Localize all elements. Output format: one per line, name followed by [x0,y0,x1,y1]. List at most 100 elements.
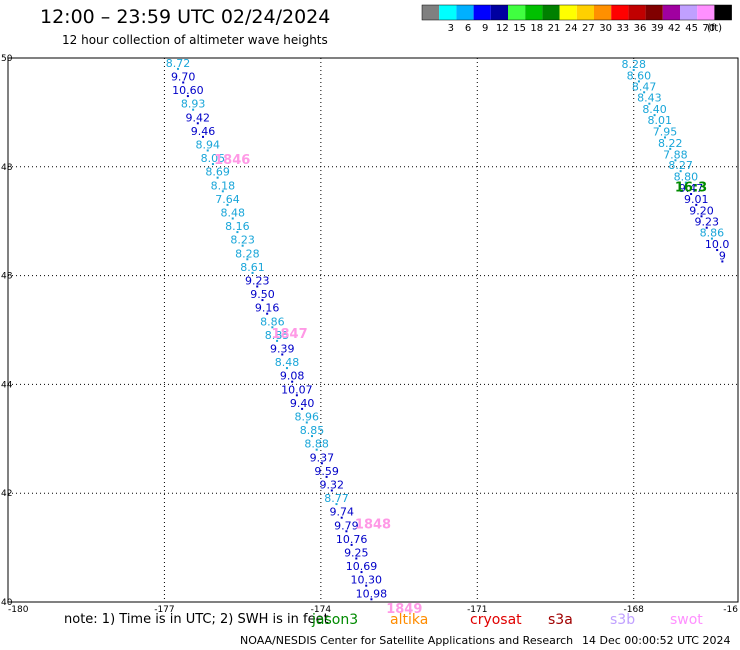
wave-height-label: 8.28 [235,247,260,260]
track-point [310,435,313,438]
wave-height-label: 8.47 [632,80,657,93]
track-point [710,237,713,240]
lon-tick-label: -174 [311,605,332,615]
track-point [196,122,199,125]
wave-height-label: 8.96 [295,410,320,423]
track-point [690,193,693,195]
color-legend: 3 6 9 12 15 18 21 24 27 30 33 36 39 42 45 70(ft) [421,4,732,34]
track-point [246,258,249,261]
track-point [295,394,298,397]
lat-tick-label: 44 [1,380,13,390]
wave-height-label: 9.39 [270,342,295,355]
track-point [370,598,373,601]
track-point [176,67,179,70]
track-point [669,147,672,150]
wave-height-label: 9.16 [255,302,280,315]
wave-height-label: 8.40 [642,103,667,116]
lon-tick-label: -171 [467,605,487,615]
wave-height-label: 8.93 [181,98,206,111]
wave-height-label: 9.23 [245,274,270,287]
track-point [291,380,294,383]
legend-swatch [714,5,732,20]
track-point [281,353,284,356]
track-point [182,81,185,84]
wave-height-label: 10.76 [336,533,368,546]
wave-height-label: 8.61 [240,261,265,274]
track-point [202,135,205,138]
legend-label: 70 [702,23,715,34]
legend-label: 24 [565,23,578,34]
legend-swatch [439,5,457,20]
page-subtitle: 12 hour collection of altimeter wave hei… [62,33,328,47]
wave-height-label: 8.85 [265,329,290,342]
lon-tick-label: -168 [623,605,644,615]
legend-label: 36 [634,23,647,34]
track-point [221,190,224,193]
wave-height-label: 8.77 [324,492,349,505]
footer-timestamp: 14 Dec 00:00:52 UTC 2024 [582,634,731,647]
track-point [658,125,661,127]
track-point [186,95,189,98]
legend-swatch [645,5,663,20]
wave-height-label: 9.37 [310,451,335,464]
wave-height-label: 8.94 [195,138,220,151]
legend-swatch [422,5,440,20]
track-point [695,203,698,206]
track-point [251,271,254,274]
wave-height-label: 7.95 [653,125,678,138]
legend-label: 39 [651,23,664,34]
track-point [705,226,708,229]
wave-height-label: 8.05 [201,152,226,165]
map-frame [7,57,739,603]
time-label: 1846 [214,153,250,168]
track-point [236,231,239,234]
legend-unit: (ft) [707,23,722,34]
wave-height-label: 9.59 [314,465,339,478]
track-point [271,326,274,329]
track-point [285,367,288,370]
track-point [231,217,234,220]
track-point [345,530,348,533]
legend-label: 3 [448,23,454,34]
wave-height-label: 8.28 [621,58,646,71]
track-point [632,68,635,71]
wave-height-label: 9.70 [171,70,196,83]
legend-label: 27 [582,23,595,34]
legend-swatch [508,5,526,20]
wave-height-label: 9.25 [344,546,369,559]
lat-tick-label: 48 [1,272,13,282]
wave-height-label: 9.20 [689,204,714,217]
satellite-altika: altika [390,612,429,628]
footer-note: note: 1) Time is in UTC; 2) SWH is in fe… [64,612,329,627]
wave-height-label: 8.01 [648,114,673,127]
legend-swatch [576,5,594,20]
track-point [643,91,646,94]
wave-height-label: 7.64 [215,193,240,206]
legend-swatch [490,5,508,20]
track-point [211,163,214,166]
track-point [330,489,333,492]
wave-height-label: 10.07 [281,383,313,396]
lat-tick-label: 50 [1,54,13,64]
track-point [256,285,259,288]
wave-height-label: 9.08 [280,370,305,383]
legend-label: 12 [496,23,509,34]
wave-height-label: 8.48 [220,206,245,219]
wave-height-label: 10.98 [356,587,388,600]
legend-swatch [611,5,629,20]
wave-height-label: 8.60 [627,69,652,82]
wave-height-label: 8.80 [674,171,699,184]
legend-swatch [542,5,560,20]
time-label: 16:3 [675,180,707,195]
legend-swatch [662,5,680,20]
track-point [340,516,343,519]
track-point [261,299,264,302]
legend-swatch [473,5,491,20]
wave-height-label: 8.88 [304,438,329,451]
map-area: -180 -177 -174 -171 -168 -165048484442408.729… [1,54,739,617]
wave-height-label: 8.86 [260,315,285,328]
wave-height-label: 8.22 [658,137,683,150]
satellite-cryosat: cryosat [470,612,522,628]
track-point [350,543,353,546]
